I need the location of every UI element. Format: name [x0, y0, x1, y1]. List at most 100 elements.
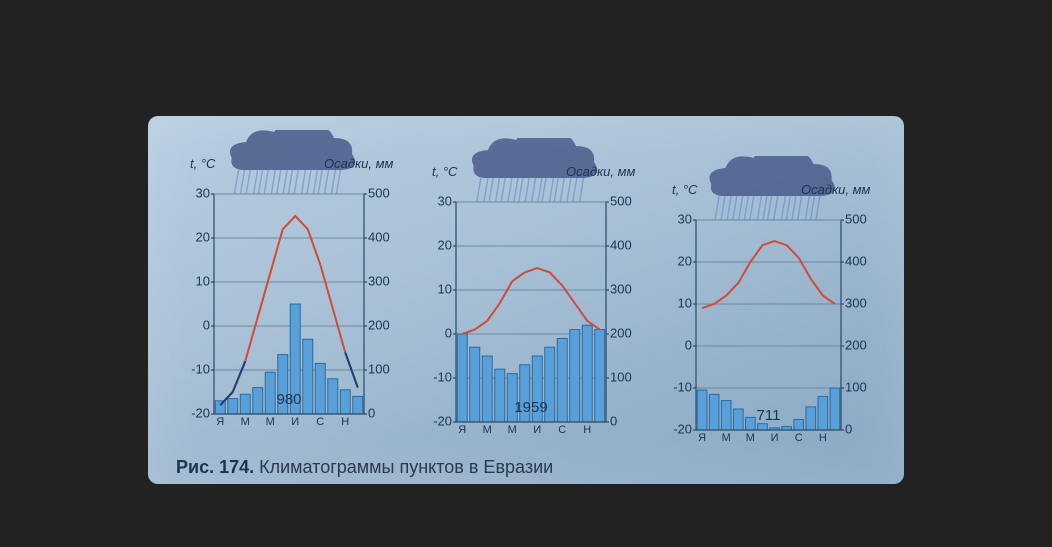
- month-label: И: [291, 416, 299, 428]
- temp-axis-title: t, °C: [672, 182, 698, 197]
- temp-tick: 30: [678, 211, 692, 226]
- precip-bar: [340, 390, 350, 414]
- caption-prefix: Рис. 174.: [176, 457, 254, 477]
- month-label: С: [316, 416, 324, 428]
- precip-tick: 500: [610, 193, 632, 208]
- scanned-photo: t, °CОсадки, мм-200-10100020010300204003…: [148, 116, 904, 484]
- precip-axis-title: Осадки, мм: [324, 156, 394, 171]
- temp-axis-title: t, °C: [432, 164, 458, 179]
- clim-b-wrap: t, °CОсадки, мм-200-10100020010300204003…: [418, 138, 648, 448]
- month-label: Я: [458, 424, 466, 436]
- precip-tick: 200: [610, 325, 632, 340]
- precip-bar: [303, 339, 313, 414]
- clim-b: t, °CОсадки, мм-200-10100020010300204003…: [418, 138, 648, 448]
- precip-bar: [457, 334, 467, 422]
- precip-tick: 200: [845, 337, 867, 352]
- clim-a: t, °C Осадки, мм -20 0 -10 100 0 200 10 300 20 400 3…: [176, 130, 406, 440]
- month-label: Н: [583, 424, 591, 436]
- temp-tick: -10: [673, 379, 692, 394]
- temp-tick: 10: [196, 273, 210, 288]
- precip-bar: [570, 330, 580, 422]
- clim-a-wrap: t, °C Осадки, мм -20 0 -10 100 0 200 10 300 20 400 3…: [176, 130, 406, 440]
- temp-tick: -10: [433, 369, 452, 384]
- precip-tick: 300: [368, 273, 390, 288]
- temp-line: [702, 241, 835, 308]
- precip-bar: [353, 396, 363, 414]
- month-label: М: [483, 424, 492, 436]
- precip-bar: [697, 390, 707, 430]
- precip-tick: 0: [845, 421, 852, 436]
- month-label: И: [533, 424, 541, 436]
- precip-tick: 100: [845, 379, 867, 394]
- clim-c-wrap: t, °CОсадки, мм-200-10100020010300204003…: [658, 156, 883, 456]
- precip-bar: [240, 394, 250, 414]
- precip-tick: 0: [368, 405, 375, 420]
- temp-tick: 10: [678, 295, 692, 310]
- precip-tick: 100: [368, 361, 390, 376]
- precip-tick: 400: [368, 229, 390, 244]
- precip-tick: 0: [610, 413, 617, 428]
- precip-bar: [595, 330, 605, 422]
- precip-tick: 300: [845, 295, 867, 310]
- month-label: М: [266, 416, 275, 428]
- precip-bar: [818, 396, 828, 430]
- month-label: И: [771, 432, 779, 444]
- precip-bar: [721, 401, 731, 430]
- month-label: М: [241, 416, 250, 428]
- precip-bar: [733, 409, 743, 430]
- precip-tick: 200: [368, 317, 390, 332]
- month-label: С: [558, 424, 566, 436]
- temp-tick: -20: [191, 405, 210, 420]
- precip-bar: [557, 338, 567, 422]
- temp-tick: 30: [196, 185, 210, 200]
- month-label: Н: [819, 432, 827, 444]
- precip-tick: 400: [610, 237, 632, 252]
- temp-tick: 20: [678, 253, 692, 268]
- precip-axis-title: Осадки, мм: [566, 164, 636, 179]
- temp-tick: -20: [673, 421, 692, 436]
- precip-tick: 100: [610, 369, 632, 384]
- temp-tick: 0: [203, 317, 210, 332]
- month-label: Я: [216, 416, 224, 428]
- temp-tick: 30: [438, 193, 452, 208]
- temp-line: [220, 216, 358, 405]
- precip-bar: [746, 417, 756, 430]
- precip-bar: [328, 379, 338, 414]
- temp-tick: 10: [438, 281, 452, 296]
- figure-caption: Рис. 174. Климатограммы пунктов в Еврази…: [176, 457, 553, 478]
- temp-tick: 0: [445, 325, 452, 340]
- month-label: С: [795, 432, 803, 444]
- temp-tick: 0: [685, 337, 692, 352]
- month-label: М: [746, 432, 755, 444]
- month-label: М: [508, 424, 517, 436]
- temp-line: [462, 268, 600, 334]
- precip-bar: [582, 325, 592, 422]
- precip-bar: [495, 369, 505, 422]
- temp-tick: 20: [196, 229, 210, 244]
- precip-bar: [758, 424, 768, 430]
- precip-bar: [470, 347, 480, 422]
- month-label: М: [722, 432, 731, 444]
- precip-bar: [830, 388, 840, 430]
- precip-tick: 500: [368, 185, 390, 200]
- precip-bar: [709, 394, 719, 430]
- precip-bar: [228, 399, 238, 414]
- precip-tick: 400: [845, 253, 867, 268]
- precip-bar: [265, 372, 275, 414]
- precip-bar: [253, 388, 263, 414]
- month-label: Н: [341, 416, 349, 428]
- temp-tick: -10: [191, 361, 210, 376]
- caption-body: Климатограммы пунктов в Евразии: [254, 457, 553, 477]
- precip-bar: [806, 407, 816, 430]
- clim-c: t, °CОсадки, мм-200-10100020010300204003…: [658, 156, 883, 456]
- annual-total: 711: [757, 407, 781, 424]
- temp-axis-title: t, °C: [190, 156, 216, 171]
- precip-tick: 500: [845, 211, 867, 226]
- temp-tick: 20: [438, 237, 452, 252]
- annual-total: 1959: [514, 399, 547, 416]
- precip-bar: [482, 356, 492, 422]
- annual-total: 980: [276, 391, 301, 408]
- temp-tick: -20: [433, 413, 452, 428]
- month-label: Я: [698, 432, 706, 444]
- precip-bar: [794, 420, 804, 431]
